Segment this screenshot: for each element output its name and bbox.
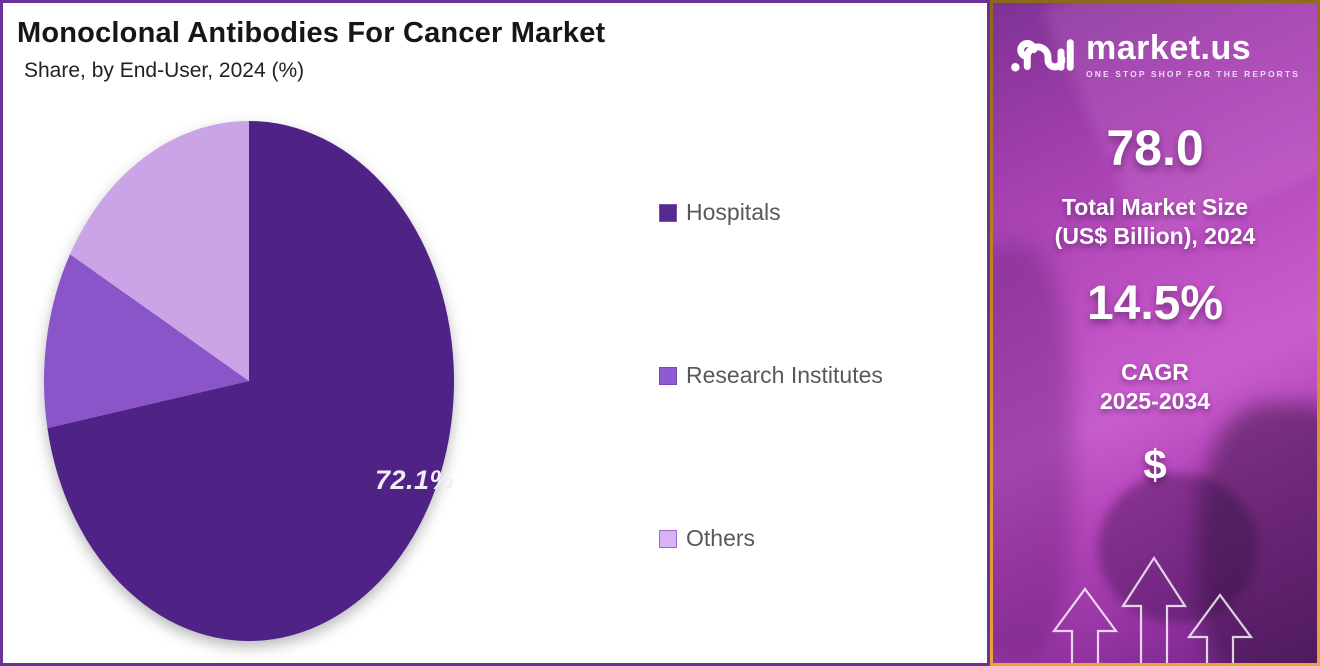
total-market-size-label-line1: Total Market Size [1061,194,1249,220]
page-title: Monoclonal Antibodies For Cancer Market [17,17,606,49]
legend-label-hospitals: Hospitals [686,199,781,225]
legend-label-research-institutes: Research Institutes [686,362,883,388]
pie-slice-research-institutes [44,254,250,429]
cagr-label-line1: CAGR [1121,358,1189,385]
legend-item-hospitals: Hospitals [659,199,781,226]
legend-swatch-research-institutes [659,366,677,385]
total-market-size-label-line2: (US$ Billion), 2024 [1054,223,1256,250]
chart-panel: Monoclonal Antibodies For Cancer Market … [0,0,990,666]
brand-logo: market.us ONE STOP SHOP FOR THE REPORTS [1010,29,1300,81]
total-market-size-label: Total Market Size (US$ Billion), 2024 [1055,193,1256,252]
legend-swatch-hospitals [659,203,677,222]
pie-slice-value-label: 72.1% [375,465,455,495]
cagr-value: 14.5% [1086,276,1224,330]
legend-swatch-others [659,529,677,548]
legend-item-research-institutes: Research Institutes [659,362,883,389]
pie-chart [44,121,455,641]
marketus-logo-icon [1011,39,1074,72]
pie-slice-others [70,121,249,381]
sidebar: market.us ONE STOP SHOP FOR THE REPORTS … [993,3,1317,663]
total-market-size-value: 78.0 [1106,120,1204,176]
sidebar-gold-border: market.us ONE STOP SHOP FOR THE REPORTS … [990,0,1320,666]
growth-arrows-icon [1051,555,1254,663]
cagr-label: CAGR 2025-2034 [1100,358,1210,417]
legend-item-others: Others [659,525,755,552]
brand-tagline: ONE STOP SHOP FOR THE REPORTS [1086,69,1300,79]
legend-label-others: Others [686,525,756,551]
cagr-label-line2: 2025-2034 [1100,388,1210,415]
brand-name: market.us [1086,29,1252,67]
dollar-icon: $ [1143,440,1167,488]
page-subtitle: Share, by End-User, 2024 (%) [24,59,305,82]
pie-slice-hospitals [47,121,455,641]
